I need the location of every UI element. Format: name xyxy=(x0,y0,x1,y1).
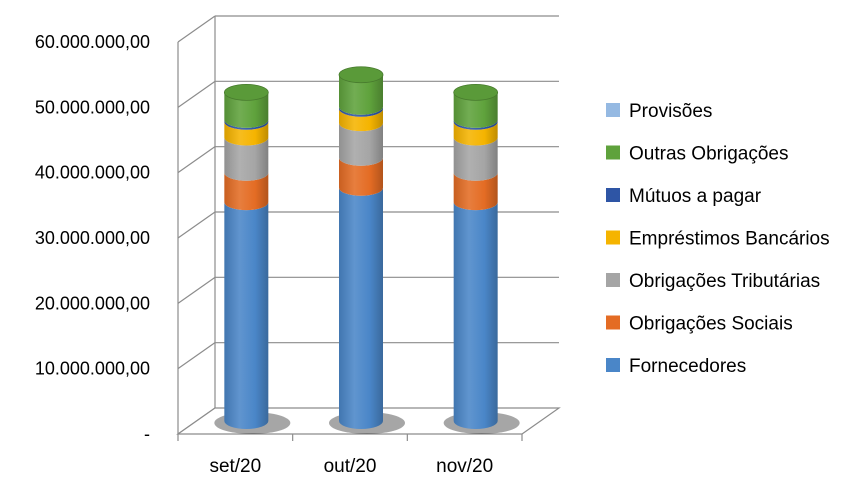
grid-lines xyxy=(177,15,559,435)
legend-swatch xyxy=(606,230,620,245)
legend-swatch xyxy=(606,103,620,117)
legend-label: Obrigações Sociais xyxy=(629,314,793,335)
gridline-connector xyxy=(177,276,216,304)
legend-item-fornecedores: Fornecedores xyxy=(606,356,746,377)
bar-segment-obrigacoes-sociais-out-20 xyxy=(339,157,383,196)
legend-swatch xyxy=(606,188,620,202)
bar-segment-mutuos-a-pagar-set-20 xyxy=(224,119,269,130)
bar-segment-fornecedores-set-20 xyxy=(224,202,269,429)
bar-segment-fornecedores-nov-20 xyxy=(453,202,498,429)
bar-segment-emprestimos-bancarios-out-20 xyxy=(339,108,383,132)
bar-top-cap xyxy=(453,83,499,101)
legend-swatch xyxy=(606,358,620,372)
bar-segment-mutuos-a-pagar-nov-20 xyxy=(453,119,498,130)
bar-segment-emprestimos-bancarios-set-20 xyxy=(224,121,269,146)
bar-stack-set-20 xyxy=(214,83,291,434)
bar-segment-obrigacoes-sociais-set-20 xyxy=(224,172,269,211)
legend-label: Empréstimos Bancários xyxy=(629,229,830,250)
legend-item-mutuos-a-pagar: Mútuos a pagar xyxy=(606,186,762,207)
bar-segment-outras-obrigacoes-nov-20 xyxy=(453,92,498,128)
y-tick-label: - xyxy=(144,424,150,444)
y-tick-label: 20.000.000,00 xyxy=(35,293,150,313)
legend-item-obrigacoes-sociais: Obrigações Sociais xyxy=(606,314,793,335)
bar-segment-outras-obrigacoes-out-20 xyxy=(339,74,383,115)
gridline-connector xyxy=(177,211,216,239)
bar-segment-fornecedores-out-20 xyxy=(339,187,383,429)
gridline-connector xyxy=(177,80,216,108)
legend-swatch xyxy=(606,315,620,330)
axes xyxy=(177,16,523,441)
bar-stack-nov-20 xyxy=(443,83,520,434)
bar-top-cap xyxy=(338,66,384,84)
legend-item-emprestimos-bancarios: Empréstimos Bancários xyxy=(606,229,830,250)
bar-segment-obrigacoes-tributarias-out-20 xyxy=(339,123,383,166)
legend-swatch xyxy=(606,145,620,160)
bar-segment-obrigacoes-sociais-nov-20 xyxy=(453,172,498,211)
legend-swatch xyxy=(606,273,620,287)
legend-item-outras-obrigacoes: Outras Obrigações xyxy=(606,144,788,165)
y-axis-ticks: - 10.000.000,00 20.000.000,00 30.000.000,00… xyxy=(35,32,150,444)
x-tick-label: set/20 xyxy=(209,456,261,477)
legend-label: Mútuos a pagar xyxy=(629,186,762,207)
legend-label: Outras Obrigações xyxy=(629,144,788,165)
bars xyxy=(214,66,520,434)
bar-segment-emprestimos-bancarios-nov-20 xyxy=(453,121,498,146)
x-tick-label: nov/20 xyxy=(436,456,493,477)
gridline-connector xyxy=(177,146,216,174)
bar-segment-obrigacoes-tributarias-set-20 xyxy=(224,137,269,181)
legend-item-provisoes: Provisões xyxy=(606,101,712,122)
legend-label: Fornecedores xyxy=(629,356,746,377)
y-tick-label: 60.000.000,00 xyxy=(35,32,150,52)
x-tick-label: out/20 xyxy=(324,456,377,477)
legend-item-obrigacoes-tributarias: Obrigações Tributárias xyxy=(606,271,820,292)
bar-segment-outras-obrigacoes-set-20 xyxy=(224,92,269,128)
legend-label: Provisões xyxy=(629,101,712,122)
y-tick-label: 10.000.000,00 xyxy=(35,359,150,379)
gridline-connector xyxy=(177,342,216,370)
x-axis-ticks: set/20 out/20 nov/20 xyxy=(209,456,493,477)
y-tick-label: 30.000.000,00 xyxy=(35,228,150,248)
gridline-connector xyxy=(177,15,216,43)
bar-segment-obrigacoes-tributarias-nov-20 xyxy=(453,137,498,181)
bar-stack-out-20 xyxy=(329,66,405,434)
bar-segment-mutuos-a-pagar-out-20 xyxy=(339,106,383,117)
y-tick-label: 40.000.000,00 xyxy=(35,163,150,183)
y-tick-label: 50.000.000,00 xyxy=(35,97,150,117)
legend: Provisões Outras Obrigações Mútuos a pagar… xyxy=(606,101,830,377)
bar-top-cap xyxy=(223,83,269,101)
legend-label: Obrigações Tributárias xyxy=(629,271,820,292)
